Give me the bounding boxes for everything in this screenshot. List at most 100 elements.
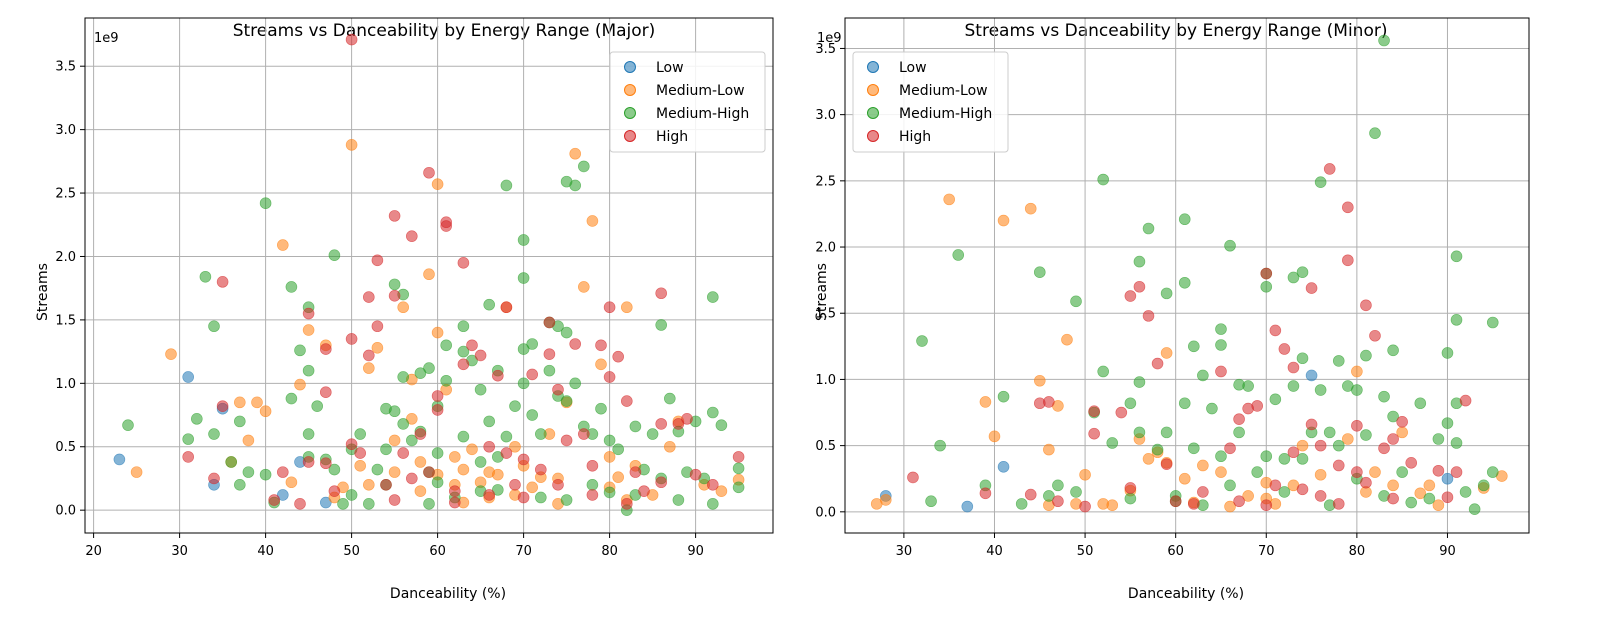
data-point-medium-high bbox=[242, 466, 255, 478]
y-tick-label: 1.5 bbox=[815, 307, 836, 322]
chart-minor: Streams vs Danceability by Energy Range … bbox=[814, 17, 1530, 602]
data-point-medium-low bbox=[663, 440, 676, 453]
data-point-medium-high bbox=[1097, 365, 1109, 378]
data-point-medium-high bbox=[500, 179, 513, 192]
legend-label-medium-low: Medium-Low bbox=[899, 83, 988, 99]
data-point-medium-low bbox=[1432, 499, 1445, 511]
data-point-high bbox=[681, 413, 693, 425]
data-point-medium-high bbox=[225, 456, 237, 468]
data-point-medium-high bbox=[1450, 314, 1463, 326]
x-axis-label: Danceability (%) bbox=[1128, 586, 1244, 602]
data-point-medium-low bbox=[1396, 426, 1408, 439]
data-point-high bbox=[345, 438, 358, 451]
data-point-high bbox=[423, 166, 435, 179]
data-point-medium-low bbox=[302, 324, 315, 336]
y-tick-label: 0.5 bbox=[815, 439, 836, 454]
data-point-medium-high bbox=[1441, 347, 1454, 359]
data-point-medium-high bbox=[560, 326, 573, 339]
data-point-medium-high bbox=[1187, 442, 1200, 455]
data-point-high bbox=[1323, 163, 1336, 175]
legend-frame bbox=[609, 51, 766, 153]
data-point-medium-high bbox=[234, 415, 246, 428]
legend-marker-medium-high bbox=[867, 107, 879, 119]
data-point-high bbox=[466, 339, 478, 352]
data-point-medium-high bbox=[517, 343, 530, 355]
data-point-medium-high bbox=[1224, 239, 1236, 252]
data-point-high bbox=[1387, 433, 1399, 445]
x-tick-label: 80 bbox=[601, 544, 618, 559]
data-point-medium-low bbox=[997, 214, 1010, 227]
data-point-high bbox=[276, 466, 289, 478]
legend-entry-medium-high: Medium-High bbox=[867, 106, 992, 122]
data-point-medium-high bbox=[414, 367, 427, 379]
data-point-medium-low bbox=[431, 326, 444, 339]
data-point-high bbox=[603, 301, 616, 314]
data-point-medium-high bbox=[934, 439, 946, 452]
data-point-medium-high bbox=[1332, 355, 1345, 367]
legend-entry-low: Low bbox=[624, 60, 684, 76]
data-point-medium-high bbox=[328, 463, 341, 476]
data-point-medium-high bbox=[534, 428, 547, 440]
data-point-medium-high bbox=[388, 405, 401, 418]
data-point-medium-low bbox=[1215, 466, 1227, 478]
data-point-high bbox=[1124, 482, 1137, 494]
data-point-high bbox=[569, 338, 582, 350]
data-point-high bbox=[1115, 406, 1128, 419]
data-point-medium-high bbox=[259, 197, 272, 209]
legend-marker-low bbox=[624, 61, 636, 73]
data-point-low bbox=[276, 489, 289, 501]
data-point-high bbox=[388, 289, 401, 302]
data-point-medium-high bbox=[560, 494, 573, 506]
data-point-medium-high bbox=[1323, 426, 1336, 439]
data-point-high bbox=[612, 350, 625, 363]
data-point-medium-low bbox=[1160, 347, 1173, 359]
data-point-high bbox=[1378, 442, 1390, 455]
data-point-high bbox=[302, 307, 315, 320]
x-tick-label: 60 bbox=[429, 544, 446, 559]
data-point-medium-low bbox=[294, 378, 306, 391]
data-point-medium-low bbox=[466, 443, 478, 456]
data-point-high bbox=[1287, 361, 1300, 374]
data-point-high bbox=[294, 498, 306, 510]
data-point-medium-high bbox=[1178, 213, 1191, 226]
legend-entry-high: High bbox=[867, 129, 931, 145]
data-point-high bbox=[457, 358, 470, 371]
data-point-medium-low bbox=[362, 362, 375, 374]
data-point-medium-high bbox=[328, 249, 341, 262]
data-point-high bbox=[491, 369, 504, 382]
series-high bbox=[182, 33, 745, 510]
data-point-high bbox=[345, 333, 358, 345]
legend-entry-low: Low bbox=[867, 60, 927, 76]
data-point-medium-high bbox=[509, 400, 521, 412]
data-point-medium-high bbox=[1197, 369, 1209, 382]
data-point-medium-low bbox=[130, 466, 143, 478]
data-point-medium-high bbox=[371, 463, 384, 476]
legend-label-high: High bbox=[899, 129, 931, 145]
data-point-medium-high bbox=[1369, 127, 1381, 139]
y-tick-label: 1.0 bbox=[815, 373, 836, 388]
data-point-medium-high bbox=[1387, 410, 1399, 423]
data-point-high bbox=[483, 440, 496, 453]
data-point-medium-high bbox=[1151, 443, 1164, 456]
data-point-medium-low bbox=[879, 494, 892, 506]
data-point-medium-high bbox=[1178, 397, 1191, 410]
data-point-high bbox=[388, 494, 401, 506]
data-point-high bbox=[380, 478, 392, 491]
data-point-medium-high bbox=[182, 433, 194, 445]
data-point-high bbox=[474, 349, 487, 362]
data-point-high bbox=[362, 291, 375, 303]
data-point-medium-high bbox=[517, 272, 530, 284]
data-point-medium-high bbox=[431, 447, 444, 459]
data-point-high bbox=[534, 463, 547, 476]
data-point-high bbox=[1342, 254, 1354, 267]
data-point-high bbox=[1142, 310, 1155, 322]
data-point-high bbox=[638, 485, 650, 497]
data-point-medium-low bbox=[577, 281, 590, 293]
data-point-medium-low bbox=[1178, 472, 1191, 485]
data-point-medium-high bbox=[483, 415, 496, 428]
data-point-medium-low bbox=[491, 468, 504, 481]
data-point-medium-high bbox=[1459, 486, 1472, 498]
data-point-high bbox=[1305, 282, 1318, 294]
data-point-medium-low bbox=[1024, 202, 1037, 215]
data-point-medium-high bbox=[672, 494, 685, 506]
